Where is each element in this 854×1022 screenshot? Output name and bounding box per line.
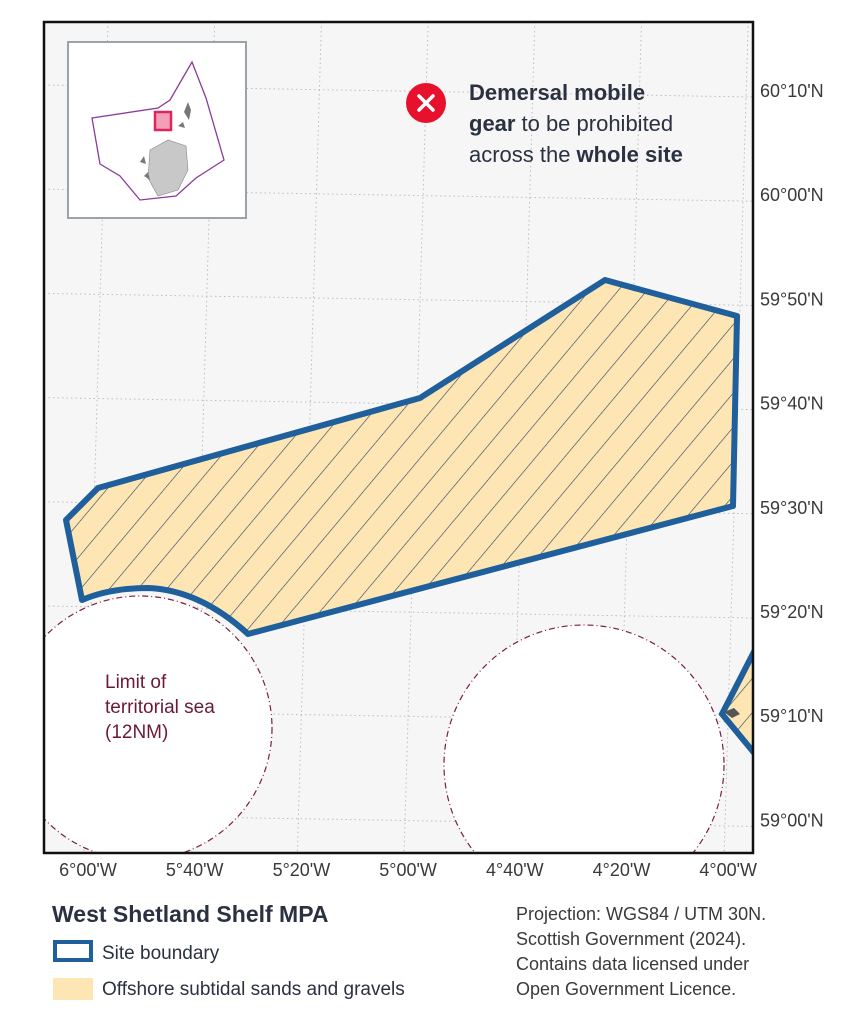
legend-title: West Shetland Shelf MPA (52, 901, 328, 927)
lon-label: 4°40'W (486, 860, 544, 880)
lon-label: 5°20'W (273, 860, 331, 880)
territorial-label-line: Limit of (105, 672, 167, 693)
annotation-segment: whole site (576, 142, 683, 167)
legend-label: Offshore subtidal sands and gravels (102, 979, 405, 1000)
annotation-segment: across the (469, 142, 571, 167)
annotation: Demersal mobile gear to be prohibited acros… (469, 80, 683, 167)
territorial-label-line: territorial sea (105, 697, 215, 718)
lon-label: 5°40'W (166, 860, 224, 880)
site-boundary (63, 277, 740, 637)
island (724, 708, 740, 718)
map-frame (42, 20, 755, 855)
annotation-line: Demersal mobile (469, 80, 645, 105)
lat-label: 59°00'N (760, 810, 824, 830)
lat-label: 60°10'N (760, 81, 824, 101)
lon-label: 6°00'W (59, 860, 117, 880)
territorial-limit (44, 595, 273, 853)
prohibition-icon (406, 83, 446, 123)
latitude-labels: 60°10'N 60°00'N 59°50'N 59°40'N 59°30'N 59°20… (760, 81, 824, 830)
lon-label: 5°00'W (379, 860, 437, 880)
legend-label: Site boundary (102, 943, 220, 964)
longitude-labels: 6°00'W 5°40'W 5°20'W 5°00'W 4°40'W 4°20'W 4°00… (59, 860, 757, 880)
source-line: Open Government Licence. (516, 979, 736, 999)
annotation-segment: to be prohibited (521, 111, 673, 136)
lat-label: 59°40'N (760, 394, 824, 414)
lat-label: 60°00'N (760, 185, 824, 205)
lon-label: 4°20'W (593, 860, 651, 880)
lat-label: 59°30'N (760, 498, 824, 518)
inset (67, 41, 247, 219)
source-line: Projection: WGS84 / UTM 30N. (516, 904, 766, 924)
lat-label: 59°20'N (760, 602, 824, 622)
annotation-segment: gear (469, 111, 516, 136)
annotation-segment: Demersal mobile (469, 80, 645, 105)
lat-label: 59°10'N (760, 706, 824, 726)
lon-label: 4°00'W (699, 860, 757, 880)
source-line: Contains data licensed under (516, 954, 749, 974)
site-boundary (718, 647, 753, 757)
inset-islands (140, 102, 191, 180)
inset-boundary (91, 60, 225, 201)
annotation-line: across the whole site (469, 142, 683, 167)
territorial-limit (443, 624, 725, 853)
map-features (44, 277, 753, 853)
lat-label: 59°50'N (760, 289, 824, 309)
territorial-label-line: (12NM) (105, 722, 168, 743)
icon-cross (417, 94, 435, 112)
inset-land (147, 139, 189, 197)
source-note: Projection: WGS84 / UTM 30N. Scottish Gov… (516, 904, 766, 999)
inset-locator (153, 110, 173, 132)
source-line: Scottish Government (2024). (516, 929, 746, 949)
territorial-label: Limit of territorial sea (12NM) (105, 672, 215, 743)
legend: Site boundary Offshore subtidal sands and… (53, 940, 405, 1000)
legend-swatch (53, 978, 93, 1000)
legend-swatch (53, 940, 93, 962)
annotation-line: gear to be prohibited (469, 111, 673, 136)
